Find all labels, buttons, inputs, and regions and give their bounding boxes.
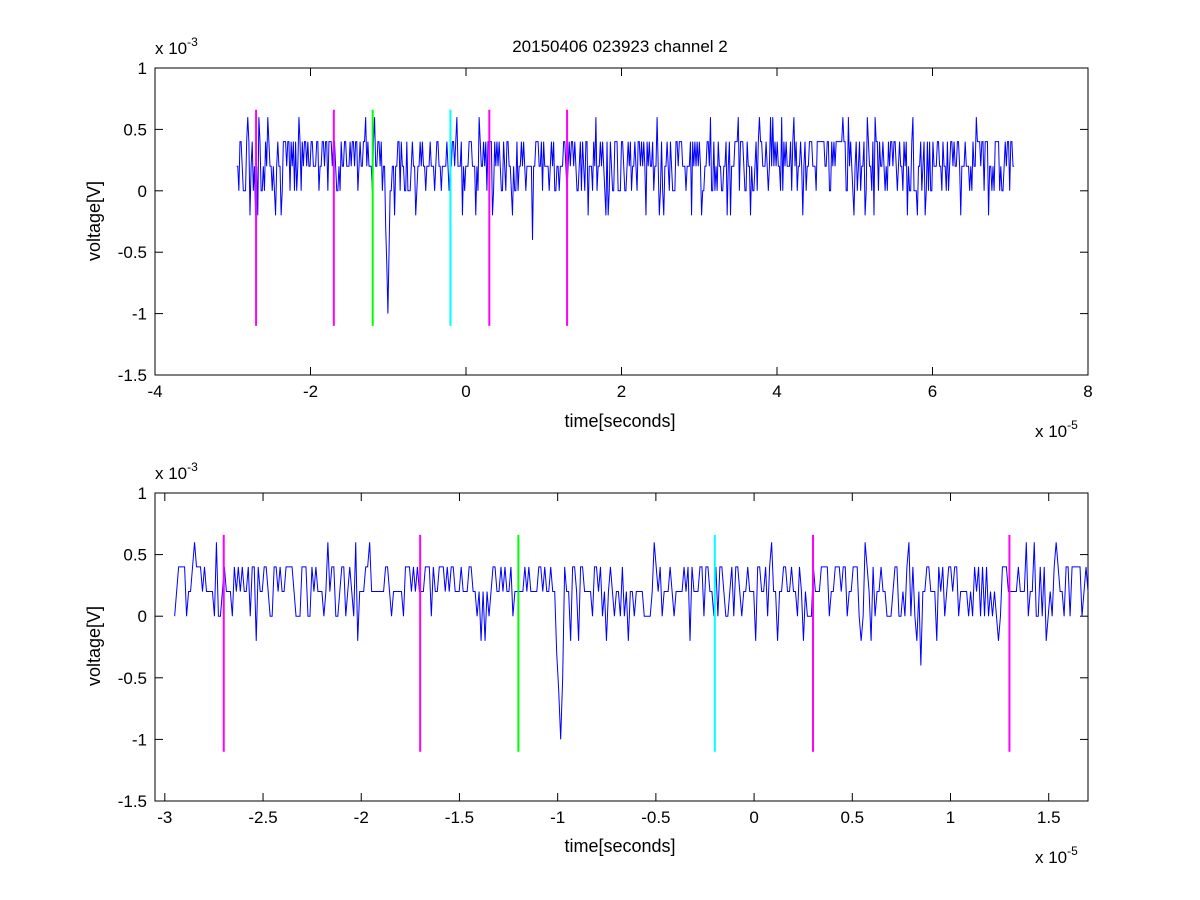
y-tick-label: 1	[138, 484, 147, 503]
x-tick-label: -2	[303, 382, 318, 401]
x-tick-label: -2	[354, 808, 369, 827]
x-tick-label: 1.5	[1037, 808, 1061, 827]
bottom-panel: x 10-3 x 10-5 time[seconds] voltage[V] -…	[84, 460, 1089, 867]
figure-title: 20150406 023923 channel 2	[512, 37, 728, 56]
x-tick-label: -0.5	[641, 808, 670, 827]
y-tick-label: 0	[138, 607, 147, 626]
x-tick-label: 0	[461, 382, 470, 401]
x-tick-label: -1	[550, 808, 565, 827]
y-tick-label: -1	[132, 305, 147, 324]
y-tick-label: -0.5	[118, 669, 147, 688]
y-tick-label: 0.5	[123, 546, 147, 565]
top-panel-y-exponent: x 10-3	[155, 35, 198, 58]
x-tick-label: 8	[1083, 382, 1092, 401]
y-tick-label: 1	[138, 59, 147, 78]
signal-series-line	[236, 117, 1015, 314]
top-panel-x-exponent: x 10-5	[1035, 418, 1078, 441]
y-tick-label: 0.5	[123, 120, 147, 139]
bottom-panel-x-exponent: x 10-5	[1035, 844, 1078, 867]
x-tick-label: 2	[617, 382, 626, 401]
signal-series-line	[174, 542, 1089, 740]
top-panel-y-axis-label: voltage[V]	[84, 181, 104, 261]
y-tick-label: -1.5	[118, 792, 147, 811]
y-tick-label: 0	[138, 182, 147, 201]
top-panel-x-axis-label: time[seconds]	[564, 411, 675, 431]
x-tick-label: 6	[928, 382, 937, 401]
x-tick-label: -2.5	[248, 808, 277, 827]
x-tick-label: -1.5	[445, 808, 474, 827]
x-tick-label: 0.5	[840, 808, 864, 827]
bottom-panel-y-axis-label: voltage[V]	[84, 606, 104, 686]
top-panel: x 10-3 x 10-5 time[seconds] voltage[V] -…	[84, 35, 1093, 441]
x-tick-label: 0	[749, 808, 758, 827]
y-tick-label: -1.5	[118, 366, 147, 385]
plot-area	[154, 492, 1089, 802]
x-tick-label: 4	[772, 382, 781, 401]
x-tick-label: 1	[946, 808, 955, 827]
bottom-panel-y-exponent: x 10-3	[155, 460, 198, 483]
bottom-panel-x-axis-label: time[seconds]	[564, 836, 675, 856]
x-tick-label: -4	[147, 382, 162, 401]
y-tick-label: -1	[132, 730, 147, 749]
y-tick-label: -0.5	[118, 243, 147, 262]
x-tick-label: -3	[157, 808, 172, 827]
plot-area	[154, 67, 1089, 376]
